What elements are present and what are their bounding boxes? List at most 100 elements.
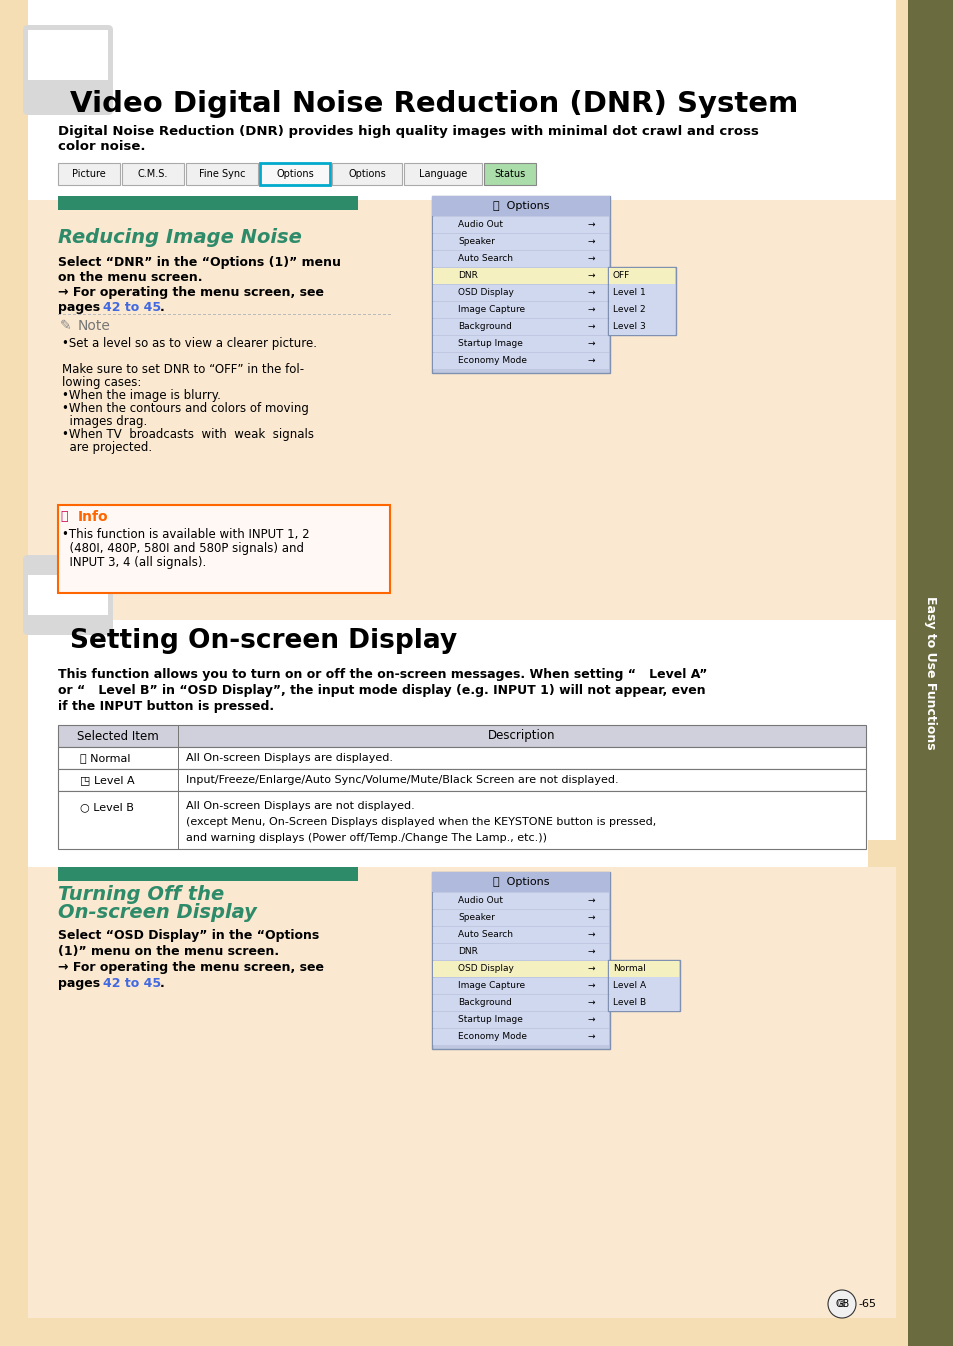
Text: Normal: Normal	[613, 964, 645, 973]
Text: -65: -65	[857, 1299, 875, 1310]
Text: are projected.: are projected.	[62, 441, 152, 454]
Bar	[433, 234, 608, 250]
Text: Background: Background	[457, 997, 512, 1007]
Text: Fine Sync: Fine Sync	[198, 170, 245, 179]
Text: Startup Image: Startup Image	[457, 339, 522, 349]
Text: (except Menu, On-Screen Displays displayed when the KEYSTONE button is pressed,: (except Menu, On-Screen Displays display…	[186, 817, 656, 826]
Text: Level 1: Level 1	[613, 288, 645, 297]
Text: Digital Noise Reduction (DNR) provides high quality images with minimal dot craw: Digital Noise Reduction (DNR) provides h…	[58, 125, 758, 139]
Text: Select “DNR” in the “Options (1)” menu: Select “DNR” in the “Options (1)” menu	[58, 256, 340, 269]
Bar	[433, 319, 608, 335]
Text: Language: Language	[418, 170, 467, 179]
Bar	[608, 995, 679, 1011]
Text: → For operating the menu screen, see: → For operating the menu screen, see	[58, 961, 324, 975]
Text: →: →	[587, 322, 595, 331]
Text: Status: Status	[494, 170, 525, 179]
Circle shape	[827, 1289, 855, 1318]
Text: or “   Level B” in “OSD Display”, the input mode display (e.g. INPUT 1) will not: or “ Level B” in “OSD Display”, the inpu…	[58, 684, 705, 697]
Bar	[608, 302, 675, 318]
Text: This function allows you to turn on or off the on-screen messages. When setting : This function allows you to turn on or o…	[58, 668, 706, 681]
Text: Note: Note	[78, 319, 111, 332]
Text: pages: pages	[58, 977, 105, 991]
Bar	[608, 319, 675, 335]
Text: Image Capture: Image Capture	[457, 981, 524, 991]
Bar	[432, 197, 609, 373]
Bar	[58, 505, 390, 594]
Text: Select “OSD Display” in the “Options: Select “OSD Display” in the “Options	[58, 929, 319, 942]
Text: .: .	[160, 302, 165, 314]
Bar	[433, 892, 608, 909]
Text: 📖: 📖	[60, 510, 68, 524]
Bar	[907, 0, 953, 1346]
Text: Options: Options	[348, 170, 385, 179]
Bar	[28, 621, 895, 840]
Text: Selected Item: Selected Item	[77, 730, 159, 743]
Text: images drag.: images drag.	[62, 415, 147, 428]
Text: Setting On-screen Display: Setting On-screen Display	[70, 629, 456, 654]
Bar	[28, 575, 108, 615]
Text: ⭮  Options: ⭮ Options	[493, 201, 549, 211]
Text: Video Digital Noise Reduction (DNR) System: Video Digital Noise Reduction (DNR) Syst…	[70, 90, 798, 118]
Text: →: →	[587, 254, 595, 262]
Bar	[608, 285, 675, 302]
Bar	[608, 979, 679, 993]
Text: ✎: ✎	[60, 319, 71, 332]
Text: Easy to Use Functions: Easy to Use Functions	[923, 596, 937, 750]
Text: Economy Mode: Economy Mode	[457, 1032, 526, 1040]
Text: →: →	[587, 219, 595, 229]
Bar	[28, 131, 895, 201]
Text: →: →	[587, 913, 595, 922]
Bar	[186, 163, 257, 184]
Bar	[433, 910, 608, 926]
Text: →: →	[587, 997, 595, 1007]
Text: Auto Search: Auto Search	[457, 930, 513, 940]
Text: →: →	[587, 1032, 595, 1040]
Bar	[433, 944, 608, 960]
Text: OFF: OFF	[613, 271, 630, 280]
Bar	[432, 872, 609, 1049]
Bar	[433, 302, 608, 318]
Bar	[433, 336, 608, 353]
Bar	[58, 197, 357, 210]
Bar	[28, 0, 895, 135]
Text: ◳ Level A: ◳ Level A	[80, 775, 134, 785]
Text: Image Capture: Image Capture	[457, 306, 524, 314]
Bar	[178, 747, 179, 769]
Text: All On-screen Displays are not displayed.: All On-screen Displays are not displayed…	[186, 801, 415, 812]
Text: GB: GB	[835, 1299, 849, 1310]
Bar	[332, 163, 401, 184]
Bar	[433, 268, 608, 284]
Bar	[403, 163, 481, 184]
Text: Level A: Level A	[613, 981, 645, 991]
Text: Input/Freeze/Enlarge/Auto Sync/Volume/Mute/Black Screen are not displayed.: Input/Freeze/Enlarge/Auto Sync/Volume/Mu…	[186, 775, 618, 785]
Bar	[432, 197, 609, 215]
Text: OSD Display: OSD Display	[457, 964, 514, 973]
Text: Economy Mode: Economy Mode	[457, 355, 526, 365]
Bar	[433, 250, 608, 267]
Text: Picture: Picture	[72, 170, 106, 179]
Text: Level B: Level B	[613, 997, 645, 1007]
Text: On-screen Display: On-screen Display	[58, 903, 256, 922]
Bar	[433, 927, 608, 944]
Text: color noise.: color noise.	[58, 140, 146, 153]
Text: Startup Image: Startup Image	[457, 1015, 522, 1024]
Text: Turning Off the: Turning Off the	[58, 886, 224, 905]
Text: Audio Out: Audio Out	[457, 896, 502, 905]
Bar	[28, 867, 895, 1318]
Text: Background: Background	[457, 322, 512, 331]
Text: INPUT 3, 4 (all signals).: INPUT 3, 4 (all signals).	[62, 556, 206, 569]
Text: Speaker: Speaker	[457, 237, 495, 246]
Text: ⭮  Options: ⭮ Options	[493, 878, 549, 887]
Text: DNR: DNR	[457, 948, 477, 956]
Bar	[28, 135, 895, 680]
Text: →: →	[587, 896, 595, 905]
Bar	[58, 769, 865, 791]
Bar	[433, 285, 608, 302]
Text: →: →	[587, 237, 595, 246]
Text: →: →	[587, 288, 595, 297]
Text: •This function is available with INPUT 1, 2: •This function is available with INPUT 1…	[62, 528, 310, 541]
Text: →: →	[587, 981, 595, 991]
Bar	[58, 867, 357, 882]
Text: •When the image is blurry.: •When the image is blurry.	[62, 389, 221, 402]
Bar	[433, 1028, 608, 1044]
